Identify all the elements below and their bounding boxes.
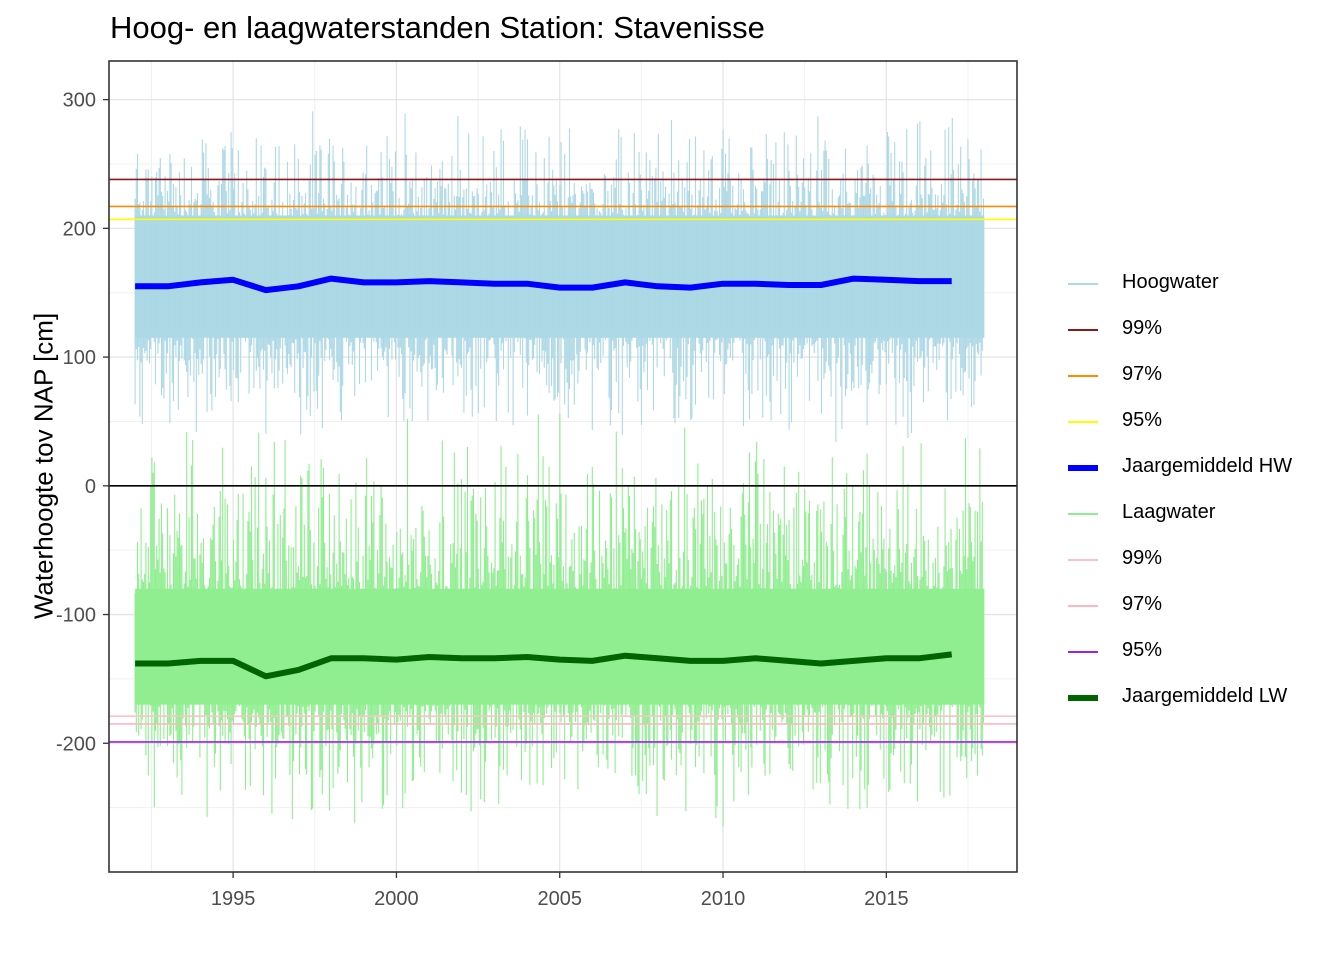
legend-label: 95% xyxy=(1122,409,1163,431)
y-tick-label: 0 xyxy=(85,476,96,498)
legend-label: 97% xyxy=(1122,363,1163,385)
legend-label: Laagwater xyxy=(1122,501,1216,523)
legend-key xyxy=(1068,559,1098,561)
y-tick-label: 100 xyxy=(63,347,96,369)
x-tick-label: 1995 xyxy=(211,888,256,910)
legend-key xyxy=(1068,283,1098,285)
plot-border xyxy=(108,60,1018,873)
axes: 1995 2000 2005 2010 2015 -200 -100 0 100 200 300 xyxy=(56,60,1018,910)
legend-label: Jaargemiddeld HW xyxy=(1122,455,1293,477)
legend-key xyxy=(1068,513,1098,515)
legend-label: 95% xyxy=(1122,639,1163,661)
water-level-bands xyxy=(134,111,985,827)
legend-key xyxy=(1068,329,1098,331)
series-line-jaargemiddeld-lw xyxy=(135,651,953,680)
hoogwater-band-spikes xyxy=(134,111,985,443)
legend-label: 99% xyxy=(1122,547,1163,569)
x-tick-label: 2000 xyxy=(374,888,419,910)
series-line-jaargemiddeld-hw xyxy=(135,275,952,294)
y-tick-label: -100 xyxy=(56,605,96,627)
legend-key xyxy=(1068,651,1098,653)
legend-label: Jaargemiddeld LW xyxy=(1122,685,1288,707)
y-tick-label: 300 xyxy=(63,90,96,112)
legend-label: 97% xyxy=(1122,593,1163,615)
x-tick-label: 2005 xyxy=(537,888,582,910)
chart-title: Hoog- en laagwaterstanden Station: Stave… xyxy=(110,10,765,45)
y-tick-label: 200 xyxy=(63,218,96,240)
x-tick-label: 2015 xyxy=(864,888,909,910)
legend-label: 99% xyxy=(1122,317,1163,339)
legend-key xyxy=(1068,465,1098,471)
legend-key xyxy=(1068,421,1098,423)
legend-key xyxy=(1068,605,1098,607)
y-tick-label: -200 xyxy=(56,733,96,755)
annual-mean-series xyxy=(135,275,953,680)
percentile-lines xyxy=(109,178,1017,743)
legend-key xyxy=(1068,375,1098,377)
legend-label: Hoogwater xyxy=(1122,271,1219,293)
legend-key xyxy=(1068,695,1098,701)
x-tick-label: 2010 xyxy=(701,888,746,910)
